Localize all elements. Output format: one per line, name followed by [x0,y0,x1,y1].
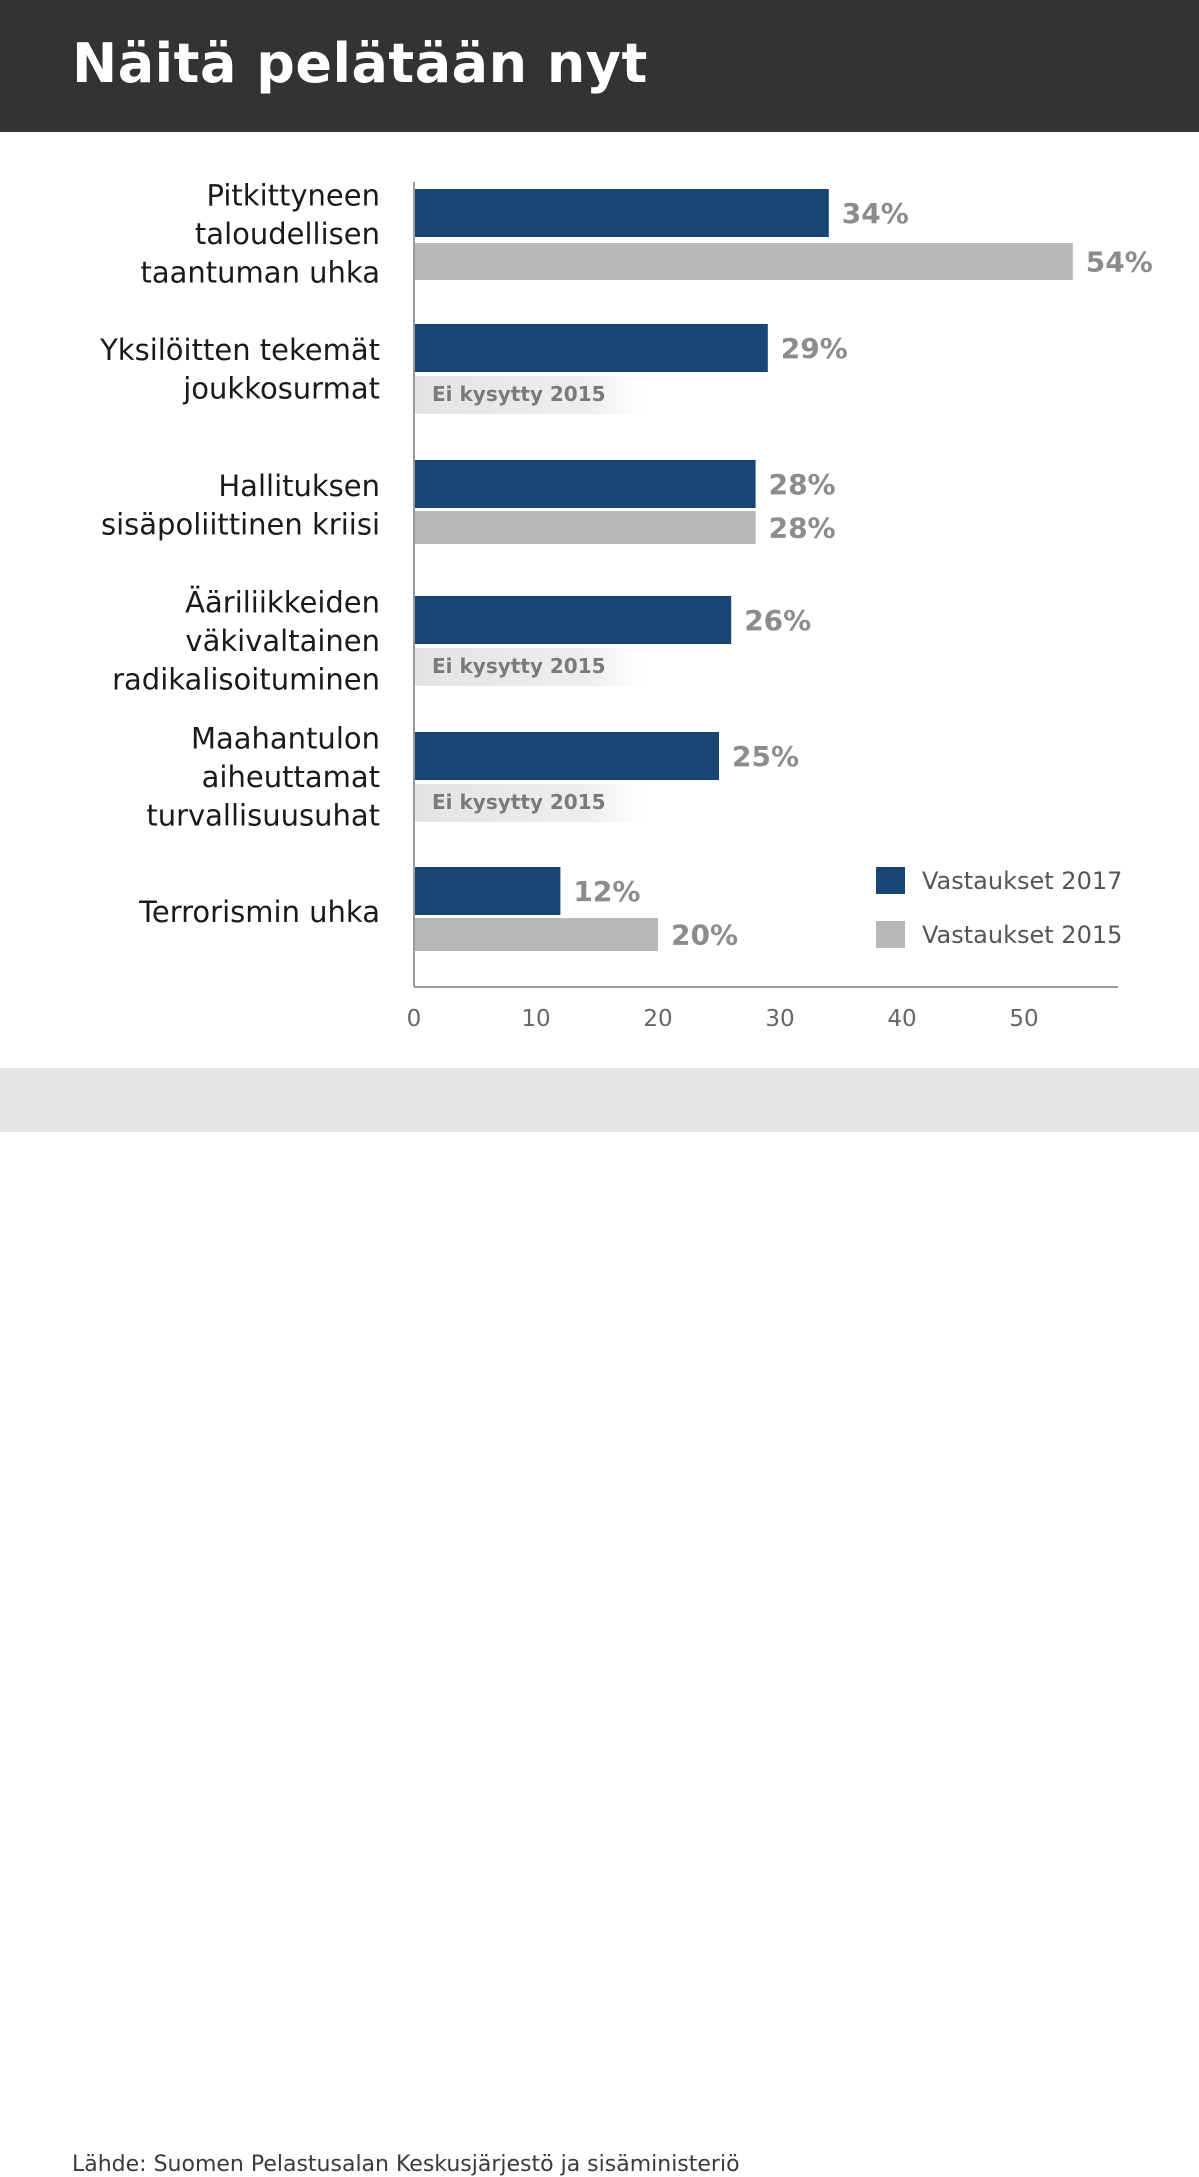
bar-2015 [414,243,1073,280]
category-label: Maahantulon [191,722,380,756]
category-label: väkivaltainen [185,624,380,658]
bar-2017 [414,324,768,372]
category-label: joukkosurmat [182,371,380,405]
value-label-2017: 25% [732,740,799,773]
not-asked-placeholder [414,648,644,686]
bar-2015 [414,918,658,951]
category-label: turvallisuusuhat [146,799,380,833]
not-asked-label: Ei kysytty 2015 [432,790,606,814]
category-label: aiheuttamat [202,760,380,794]
bar-chart: 34% 54% Pitkittyneen taloudellisen taantuman… [99,179,1153,1033]
category-label: Terrorismin uhka [138,895,380,929]
header-bar: Näitä pelätään nyt [0,0,1199,132]
x-tick-label: 40 [887,1006,916,1032]
value-label-2015: 28% [769,512,836,545]
not-asked-label: Ei kysytty 2015 [432,654,606,678]
value-label-2017: 29% [781,332,848,365]
footer-bar: Lähde: Suomen Pelastusalan Keskusjärjest… [0,1068,1199,2177]
category-label: Ääriliikkeiden [185,586,380,620]
category-label: radikalisoituminen [112,663,380,697]
legend-swatch [876,921,905,948]
x-tick-label: 20 [643,1006,672,1032]
source-note: Lähde: Suomen Pelastusalan Keskusjärjest… [72,2152,740,2177]
category-label: Hallituksen [218,469,380,503]
value-label-2017: 26% [744,604,811,637]
value-label-2015: 20% [671,919,738,952]
legend-label: Vastaukset 2015 [922,921,1122,949]
category-label: taloudellisen [195,217,380,251]
value-label-2015: 54% [1086,246,1153,279]
not-asked-placeholder [414,784,644,822]
value-label-2017: 28% [769,468,836,501]
not-asked-placeholder [414,376,644,414]
category-label: taantuman uhka [141,256,380,290]
bar-2017 [414,732,719,780]
bar-2017 [414,189,829,237]
category-label: Pitkittyneen [207,179,380,213]
bar-2017 [414,596,732,644]
value-label-2017: 34% [842,197,909,230]
legend-label: Vastaukset 2017 [922,867,1122,895]
x-tick-label: 50 [1009,1006,1038,1032]
not-asked-label: Ei kysytty 2015 [432,382,606,406]
bar-2017 [414,460,756,508]
x-tick-label: 0 [407,1006,422,1032]
x-tick-label: 10 [521,1006,550,1032]
category-label: Yksilöitten tekemät [99,333,380,367]
x-tick-label: 30 [765,1006,794,1032]
bar-2015 [414,511,756,544]
legend-swatch [876,867,905,894]
bar-2017 [414,867,561,915]
chart-title: Näitä pelätään nyt [72,32,648,95]
value-label-2017: 12% [573,875,640,908]
category-label: sisäpoliittinen kriisi [101,507,380,541]
